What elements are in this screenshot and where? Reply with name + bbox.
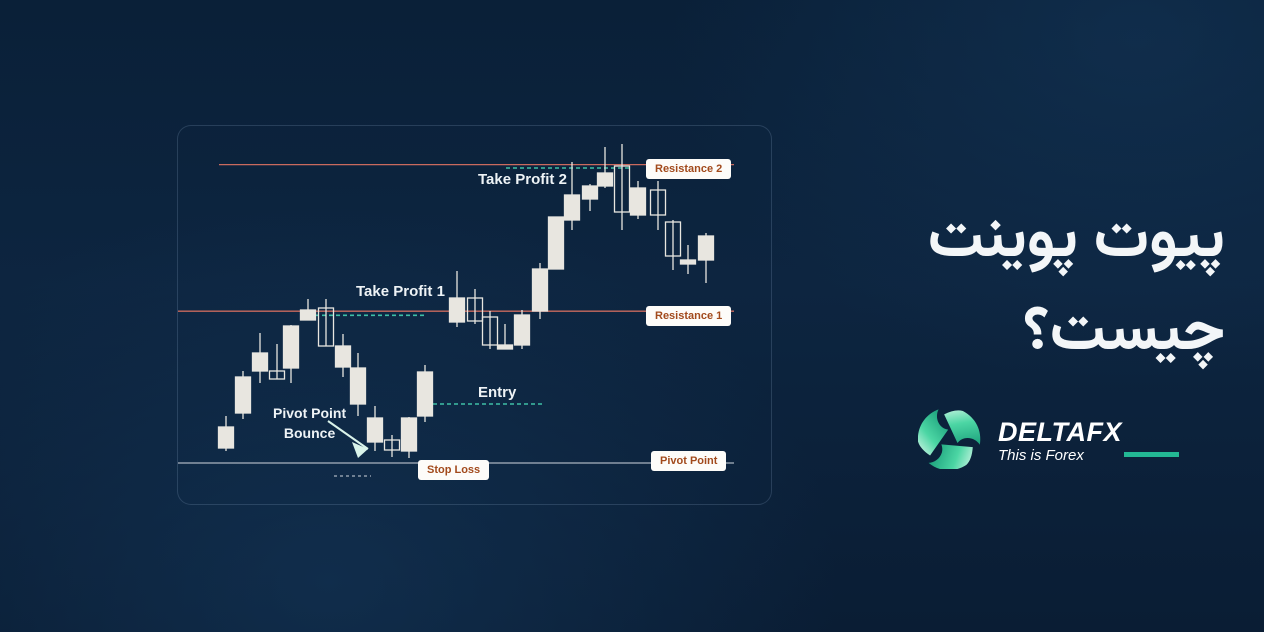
svg-text:This is Forex: This is Forex — [998, 447, 1084, 464]
svg-text:DELTAFX: DELTAFX — [998, 417, 1123, 447]
